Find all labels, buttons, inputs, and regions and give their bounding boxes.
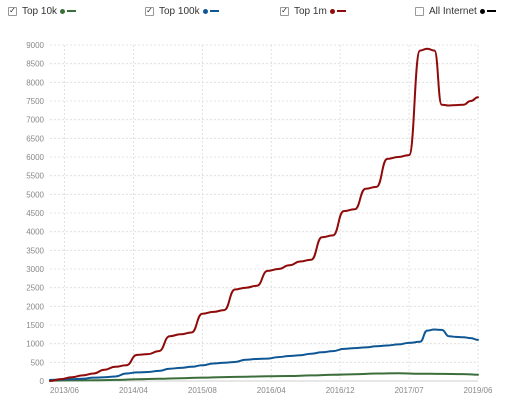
legend-line xyxy=(486,10,496,12)
y-tick-label: 2000 xyxy=(26,302,44,311)
series-swatch-icon xyxy=(329,8,346,14)
y-tick-label: 8500 xyxy=(26,60,44,69)
legend-item-all-internet[interactable]: All Internet xyxy=(415,3,496,19)
y-tick-label: 5000 xyxy=(26,190,44,199)
y-tick-label: 7500 xyxy=(26,97,44,106)
y-tick-label: 6500 xyxy=(26,134,44,143)
checkbox-icon[interactable]: ✓ xyxy=(8,6,17,16)
series-line-top-10k xyxy=(49,372,479,382)
y-tick-label: 3000 xyxy=(26,265,44,274)
legend-dot xyxy=(60,8,66,14)
chart-legend: ✓ Top 10k ✓ Top 100k ✓ Top 1m All Intern… xyxy=(0,0,512,22)
checkbox-icon[interactable]: ✓ xyxy=(280,6,289,16)
y-tick-label: 2500 xyxy=(26,284,44,293)
y-tick-label: 0 xyxy=(40,377,45,386)
y-tick-label: 4000 xyxy=(26,228,44,237)
legend-dot xyxy=(329,8,335,14)
series-swatch-icon xyxy=(202,8,219,14)
checkbox-icon[interactable] xyxy=(415,6,424,16)
y-tick-label: 4500 xyxy=(26,209,44,218)
chart-grid xyxy=(50,44,479,382)
y-tick-label: 6000 xyxy=(26,153,44,162)
x-tick-label: 2015/08 xyxy=(188,386,217,395)
y-tick-label: 5500 xyxy=(26,172,44,181)
y-tick-label: 1500 xyxy=(26,321,44,330)
legend-line xyxy=(336,10,346,12)
y-tick-label: 8000 xyxy=(26,78,44,87)
x-tick-label: 2014/04 xyxy=(119,386,148,395)
x-axis: 2013/06 2014/04 2015/08 2016/04 2016/12 2017/… xyxy=(50,386,493,395)
x-tick-label: 2013/06 xyxy=(50,386,79,395)
x-tick-label: 2019/06 xyxy=(464,386,493,395)
legend-label: All Internet xyxy=(429,5,477,17)
y-tick-label: 7000 xyxy=(26,116,44,125)
legend-item-top-1m[interactable]: ✓ Top 1m xyxy=(280,3,346,19)
legend-dot xyxy=(479,8,485,14)
y-tick-label: 500 xyxy=(31,358,45,367)
legend-item-top-10k[interactable]: ✓ Top 10k xyxy=(8,3,77,19)
x-tick-label: 2016/04 xyxy=(257,386,286,395)
legend-item-top-100k[interactable]: ✓ Top 100k xyxy=(145,3,219,19)
series-line-top-1m xyxy=(49,47,479,382)
series-line-top-100k xyxy=(49,328,479,381)
legend-label: Top 100k xyxy=(159,5,200,17)
legend-label: Top 1m xyxy=(294,5,327,17)
chart-series xyxy=(49,47,479,382)
legend-line xyxy=(67,10,77,12)
legend-dot xyxy=(202,8,208,14)
legend-label: Top 10k xyxy=(22,5,58,17)
legend-line xyxy=(209,10,219,12)
y-tick-label: 9000 xyxy=(26,41,44,50)
y-tick-label: 3500 xyxy=(26,246,44,255)
checkbox-icon[interactable]: ✓ xyxy=(145,6,154,16)
y-axis: 0 500 1000 1500 2000 2500 3000 3500 4000 4500 5000… xyxy=(26,41,44,386)
series-swatch-icon xyxy=(479,8,496,14)
x-tick-label: 2016/12 xyxy=(326,386,355,395)
series-swatch-icon xyxy=(60,8,77,14)
y-tick-label: 1000 xyxy=(26,340,44,349)
x-tick-label: 2017/07 xyxy=(395,386,424,395)
